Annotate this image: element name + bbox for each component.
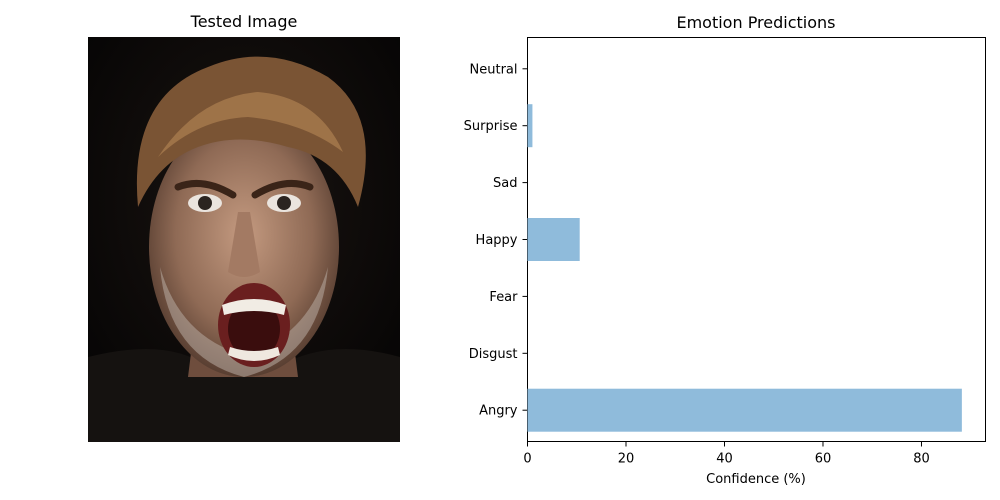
x-tick-label: 0 xyxy=(523,452,531,467)
bar-surprise xyxy=(527,104,533,148)
y-tick-label-disgust: Disgust xyxy=(469,347,518,362)
bar-angry xyxy=(527,388,962,432)
plot-frame xyxy=(527,37,986,442)
y-tick-label-fear: Fear xyxy=(489,290,518,305)
y-tick-label-happy: Happy xyxy=(476,233,518,248)
x-tick-label: 80 xyxy=(913,452,930,467)
y-tick-label-sad: Sad xyxy=(493,176,517,191)
x-tick-label: 40 xyxy=(716,452,733,467)
chart-title: Emotion Predictions xyxy=(676,13,835,32)
x-tick-label: 60 xyxy=(815,452,832,467)
y-tick-label-neutral: Neutral xyxy=(470,62,518,77)
face-illustration xyxy=(88,37,400,442)
y-tick-label-surprise: Surprise xyxy=(464,119,518,134)
image-title: Tested Image xyxy=(190,12,298,31)
face-photo xyxy=(88,37,400,442)
bar-happy xyxy=(527,218,580,261)
x-tick-label: 20 xyxy=(618,452,635,467)
x-axis-label: Confidence (%) xyxy=(706,472,806,487)
y-tick-label-angry: Angry xyxy=(479,404,518,419)
